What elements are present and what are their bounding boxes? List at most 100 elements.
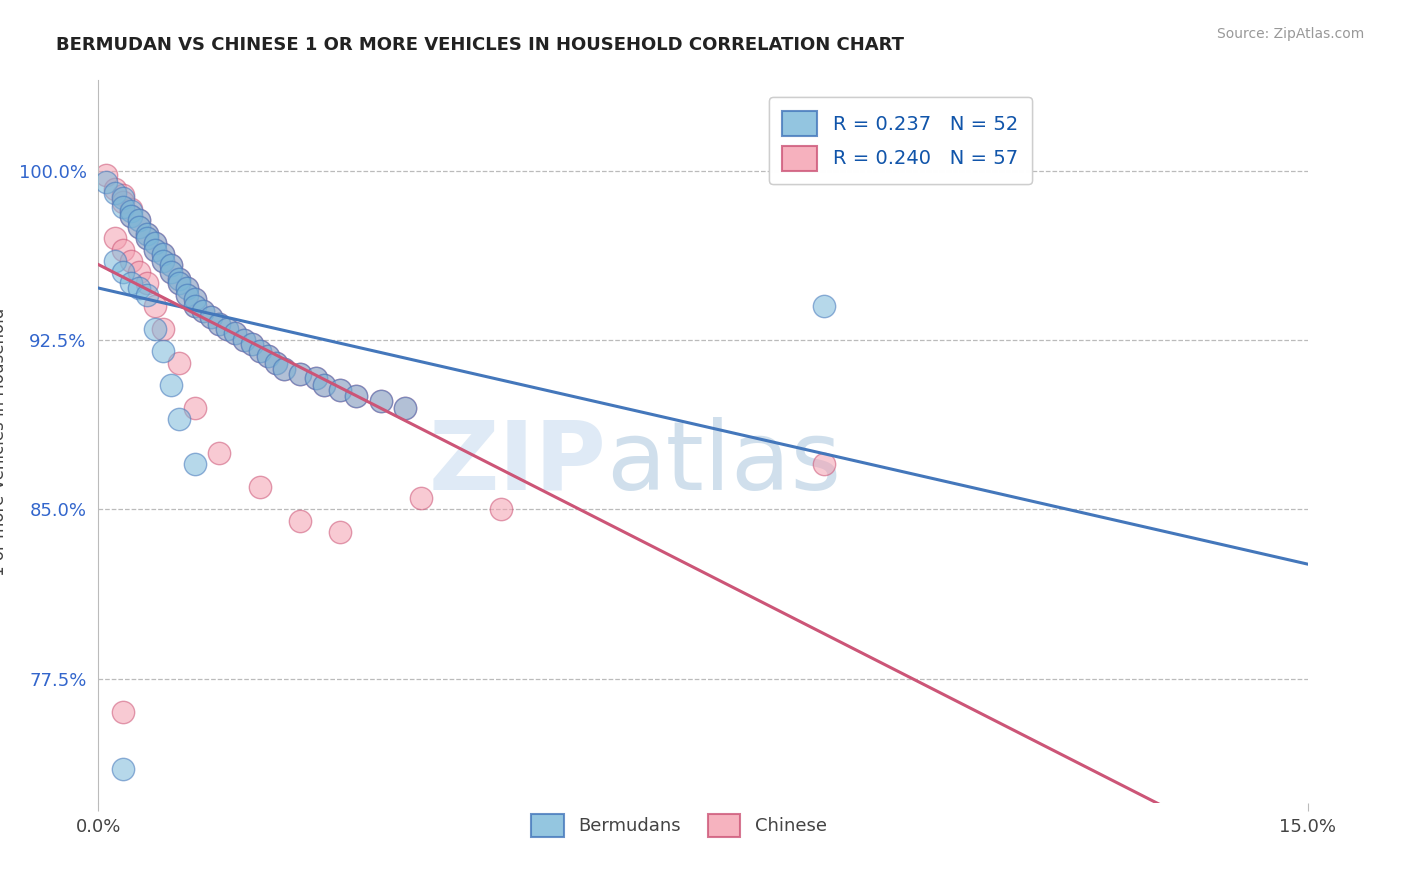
Point	[120, 277, 142, 291]
Point	[394, 401, 416, 415]
Point	[120, 204, 142, 219]
Point	[111, 762, 134, 776]
Point	[176, 287, 198, 301]
Point	[152, 247, 174, 261]
Point	[184, 299, 207, 313]
Point	[128, 220, 150, 235]
Point	[217, 321, 239, 335]
Text: Source: ZipAtlas.com: Source: ZipAtlas.com	[1216, 27, 1364, 41]
Point	[249, 344, 271, 359]
Point	[240, 337, 263, 351]
Point	[813, 299, 835, 313]
Point	[217, 321, 239, 335]
Point	[135, 227, 157, 241]
Point	[160, 265, 183, 279]
Y-axis label: 1 or more Vehicles in Household: 1 or more Vehicles in Household	[0, 308, 7, 575]
Point	[120, 253, 142, 268]
Point	[152, 253, 174, 268]
Point	[167, 412, 190, 426]
Point	[273, 362, 295, 376]
Point	[264, 355, 287, 369]
Point	[128, 213, 150, 227]
Point	[288, 514, 311, 528]
Point	[152, 247, 174, 261]
Point	[249, 480, 271, 494]
Point	[208, 317, 231, 331]
Point	[224, 326, 246, 340]
Point	[167, 272, 190, 286]
Point	[184, 457, 207, 471]
Point	[167, 272, 190, 286]
Point	[329, 383, 352, 397]
Point	[167, 277, 190, 291]
Point	[143, 235, 166, 250]
Point	[329, 524, 352, 539]
Text: BERMUDAN VS CHINESE 1 OR MORE VEHICLES IN HOUSEHOLD CORRELATION CHART: BERMUDAN VS CHINESE 1 OR MORE VEHICLES I…	[56, 36, 904, 54]
Point	[314, 378, 336, 392]
Point	[111, 200, 134, 214]
Point	[370, 393, 392, 408]
Point	[143, 243, 166, 257]
Text: atlas: atlas	[606, 417, 841, 509]
Point	[143, 235, 166, 250]
Point	[135, 287, 157, 301]
Point	[111, 188, 134, 202]
Point	[128, 220, 150, 235]
Point	[103, 181, 125, 195]
Point	[128, 213, 150, 227]
Point	[344, 389, 367, 403]
Point	[167, 355, 190, 369]
Point	[184, 299, 207, 313]
Point	[813, 457, 835, 471]
Point	[184, 293, 207, 307]
Point	[344, 389, 367, 403]
Point	[120, 202, 142, 216]
Point	[200, 310, 222, 325]
Point	[135, 277, 157, 291]
Point	[370, 393, 392, 408]
Point	[256, 349, 278, 363]
Point	[288, 367, 311, 381]
Point	[160, 259, 183, 273]
Point	[152, 344, 174, 359]
Point	[224, 326, 246, 340]
Point	[200, 310, 222, 325]
Point	[111, 706, 134, 720]
Point	[193, 303, 215, 318]
Point	[240, 337, 263, 351]
Point	[184, 293, 207, 307]
Point	[394, 401, 416, 415]
Point	[167, 277, 190, 291]
Point	[96, 175, 118, 189]
Point	[111, 195, 134, 210]
Point	[135, 231, 157, 245]
Point	[176, 281, 198, 295]
Point	[273, 362, 295, 376]
Point	[103, 231, 125, 245]
Point	[314, 378, 336, 392]
Point	[143, 243, 166, 257]
Point	[120, 209, 142, 223]
Point	[208, 446, 231, 460]
Point	[152, 321, 174, 335]
Point	[249, 344, 271, 359]
Point	[329, 383, 352, 397]
Point	[264, 355, 287, 369]
Legend: Bermudans, Chinese: Bermudans, Chinese	[524, 806, 834, 845]
Point	[120, 209, 142, 223]
Point	[111, 191, 134, 205]
Point	[143, 299, 166, 313]
Point	[96, 168, 118, 182]
Point	[103, 186, 125, 201]
Point	[491, 502, 513, 516]
Point	[111, 243, 134, 257]
Point	[305, 371, 328, 385]
Point	[143, 321, 166, 335]
Point	[128, 281, 150, 295]
Point	[232, 333, 254, 347]
Point	[103, 253, 125, 268]
Point	[160, 378, 183, 392]
Point	[232, 333, 254, 347]
Point	[160, 265, 183, 279]
Text: ZIP: ZIP	[429, 417, 606, 509]
